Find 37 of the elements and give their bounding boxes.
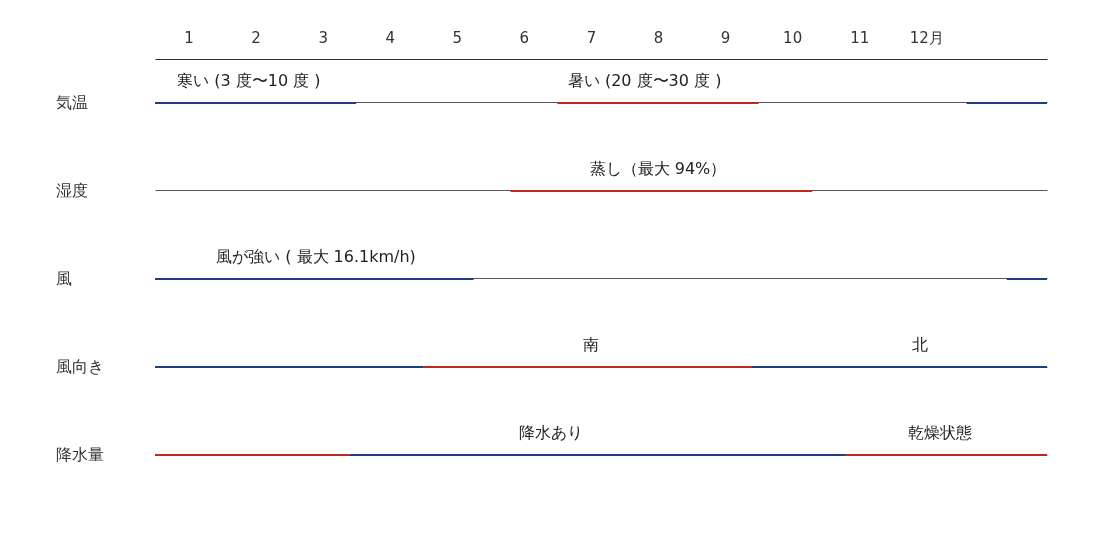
annotation: 暑い (20 度〜30 度 )	[567, 71, 722, 90]
bar	[1006, 278, 1047, 280]
bar	[845, 454, 1047, 456]
x-tick-label: 8	[653, 28, 664, 47]
annotation: 乾燥状態	[907, 423, 972, 442]
annotation: 蒸し（最大 94%）	[589, 159, 727, 178]
annotation: 降水あり	[518, 423, 583, 442]
bar	[751, 366, 1047, 368]
x-tick-label: 10	[783, 28, 803, 47]
annotation: 寒い (3 度〜10 度 )	[177, 71, 321, 90]
x-tick-label: 9	[720, 28, 731, 47]
x-tick-label: 4	[385, 28, 396, 47]
annotation: 南	[582, 335, 599, 354]
x-tick-label: 1	[184, 28, 194, 47]
bar	[423, 366, 752, 368]
y-tick-label: 湿度	[55, 181, 88, 200]
bar	[557, 102, 759, 104]
bar	[155, 102, 357, 104]
y-tick-label: 降水量	[55, 445, 104, 464]
x-tick-label: 6	[519, 28, 530, 47]
annotation: 風が強い ( 最大 16.1km/h)	[216, 247, 416, 266]
x-tick-label: 12月	[909, 28, 944, 47]
bar	[349, 454, 846, 456]
x-tick-label: 2	[251, 28, 261, 47]
bar	[510, 190, 813, 192]
x-tick-label: 5	[452, 28, 463, 47]
bar	[155, 454, 350, 456]
annotation: 北	[911, 335, 928, 354]
y-tick-label: 風	[55, 269, 72, 288]
x-tick-label: 11	[850, 28, 870, 47]
bar	[966, 102, 1047, 104]
bar	[155, 278, 474, 280]
x-tick-label: 3	[318, 28, 328, 47]
x-tick-label: 7	[586, 28, 597, 47]
bar	[155, 366, 424, 368]
y-tick-label: 気温	[55, 93, 88, 112]
y-tick-label: 風向き	[55, 357, 104, 376]
